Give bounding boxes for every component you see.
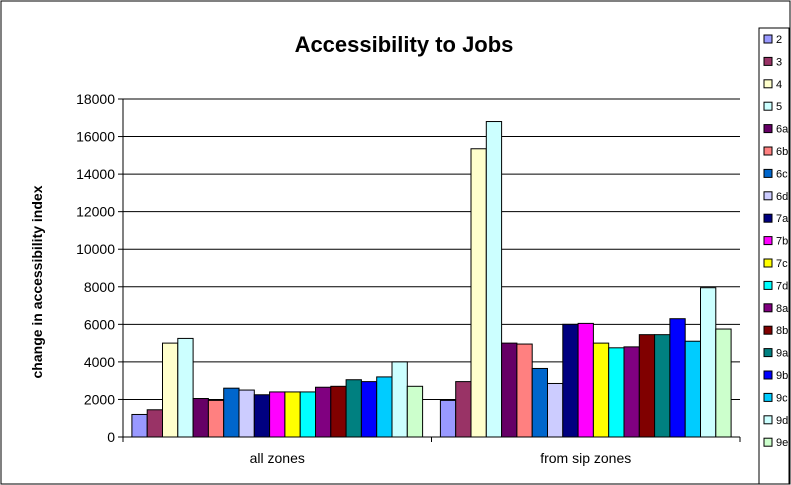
legend-swatch-3 xyxy=(763,56,773,66)
legend-swatch-7c xyxy=(763,258,773,268)
axes: 0 2000 4000 6000 8000 10000 12000 14000 16000 180… xyxy=(76,91,741,466)
bar-8b-all-zones xyxy=(330,385,347,438)
bar-6b-all-zones xyxy=(207,399,225,438)
legend-label-3: 3 xyxy=(776,56,782,68)
legend-label-6d: 6d xyxy=(776,191,788,203)
bar-9d-from-sip-zones xyxy=(700,287,717,438)
bar-6b-from-sip-zones xyxy=(516,343,533,438)
bar-6d-all-zones xyxy=(238,389,255,438)
legend-label-9c: 9c xyxy=(776,392,788,404)
legend-label-6a: 6a xyxy=(776,124,789,136)
bar-7d-from-sip-zones xyxy=(608,347,625,438)
bars xyxy=(131,121,732,438)
bar-4-from-sip-zones xyxy=(470,148,487,438)
y-tick-label: 6000 xyxy=(84,316,115,332)
legend-swatch-6a xyxy=(763,124,773,134)
bar-4-all-zones xyxy=(162,342,179,438)
bar-9c-from-sip-zones xyxy=(684,340,702,438)
legend-label-9a: 9a xyxy=(776,348,789,360)
y-tick-label: 2000 xyxy=(84,391,115,407)
bar-9b-all-zones xyxy=(360,381,378,438)
bar-6a-from-sip-zones xyxy=(501,342,518,438)
legend-label-4: 4 xyxy=(776,79,782,91)
legend-swatch-8b xyxy=(763,325,773,335)
legend-label-6c: 6c xyxy=(776,168,788,180)
legend-swatch-9c xyxy=(763,392,773,402)
y-tick-label: 18000 xyxy=(76,91,115,107)
bar-3-all-zones xyxy=(146,409,163,438)
bar-7b-all-zones xyxy=(269,391,286,438)
bar-8b-from-sip-zones xyxy=(638,334,656,438)
legend-label-2: 2 xyxy=(776,34,782,46)
x-category-label: all zones xyxy=(250,450,305,466)
legend-swatch-4 xyxy=(763,79,773,89)
legend-swatch-8a xyxy=(763,303,773,313)
bar-6d-from-sip-zones xyxy=(547,382,564,438)
legend-swatch-9a xyxy=(763,348,773,358)
bar-6c-all-zones xyxy=(223,387,240,438)
chart-title: Accessibility to Jobs xyxy=(295,32,514,57)
legend-label-5: 5 xyxy=(776,101,782,113)
y-axis-label: change in accessibility index xyxy=(29,185,45,378)
legend-swatch-9b xyxy=(763,370,773,380)
legend-label-8b: 8b xyxy=(776,325,788,337)
bar-7c-from-sip-zones xyxy=(592,342,610,438)
legend: 2 3 4 5 6a 6b 6c 6d 7a 7b 7c 7d 8a 8b 9a 9b 9c 9d 9e xyxy=(758,27,790,485)
bar-2-all-zones xyxy=(131,413,148,438)
bar-5-from-sip-zones xyxy=(485,121,503,438)
bar-7b-from-sip-zones xyxy=(577,322,594,438)
legend-swatch-6c xyxy=(763,168,773,178)
legend-swatch-9d xyxy=(763,415,773,425)
legend-label-7c: 7c xyxy=(776,258,788,270)
bar-8a-all-zones xyxy=(315,386,332,438)
legend-label-7b: 7b xyxy=(776,236,788,248)
y-tick-label: 10000 xyxy=(76,241,115,257)
legend-swatch-5 xyxy=(763,101,773,111)
y-tick-label: 14000 xyxy=(76,166,115,182)
legend-swatch-7b xyxy=(763,236,773,246)
y-tick-label: 4000 xyxy=(84,354,115,370)
y-tick-label: 12000 xyxy=(76,204,115,220)
legend-swatch-7a xyxy=(763,213,773,223)
bar-6a-all-zones xyxy=(192,398,209,438)
legend-swatch-6b xyxy=(763,146,773,156)
legend-label-9e: 9e xyxy=(776,437,788,449)
bar-9e-from-sip-zones xyxy=(715,328,732,438)
legend-label-8a: 8a xyxy=(776,303,789,315)
bar-9b-from-sip-zones xyxy=(669,318,686,438)
legend-label-6b: 6b xyxy=(776,146,788,158)
y-tick-label: 16000 xyxy=(76,129,115,145)
y-tick-label: 0 xyxy=(107,429,115,445)
y-tick-label: 8000 xyxy=(84,279,115,295)
bar-7c-all-zones xyxy=(284,391,301,438)
legend-swatch-9e xyxy=(763,437,773,447)
bar-2-from-sip-zones xyxy=(439,399,457,438)
bar-6c-from-sip-zones xyxy=(531,367,549,438)
bar-5-all-zones xyxy=(177,337,194,438)
bar-9d-all-zones xyxy=(391,361,408,438)
bar-7a-from-sip-zones xyxy=(562,323,579,438)
legend-swatch-7d xyxy=(763,280,773,290)
bar-3-from-sip-zones xyxy=(455,381,472,438)
x-category-label: from sip zones xyxy=(540,450,631,466)
bar-9a-from-sip-zones xyxy=(654,334,671,438)
bar-7a-all-zones xyxy=(253,394,271,438)
bar-7d-all-zones xyxy=(299,391,317,438)
bar-9a-all-zones xyxy=(345,379,362,438)
legend-swatch-2 xyxy=(763,34,773,44)
legend-label-9d: 9d xyxy=(776,415,788,427)
legend-swatch-6d xyxy=(763,191,773,201)
legend-label-7a: 7a xyxy=(776,213,789,225)
legend-label-7d: 7d xyxy=(776,280,788,292)
legend-label-9b: 9b xyxy=(776,370,788,382)
bar-9e-all-zones xyxy=(406,385,424,438)
bar-9c-all-zones xyxy=(376,376,393,438)
bar-8a-from-sip-zones xyxy=(623,346,640,438)
